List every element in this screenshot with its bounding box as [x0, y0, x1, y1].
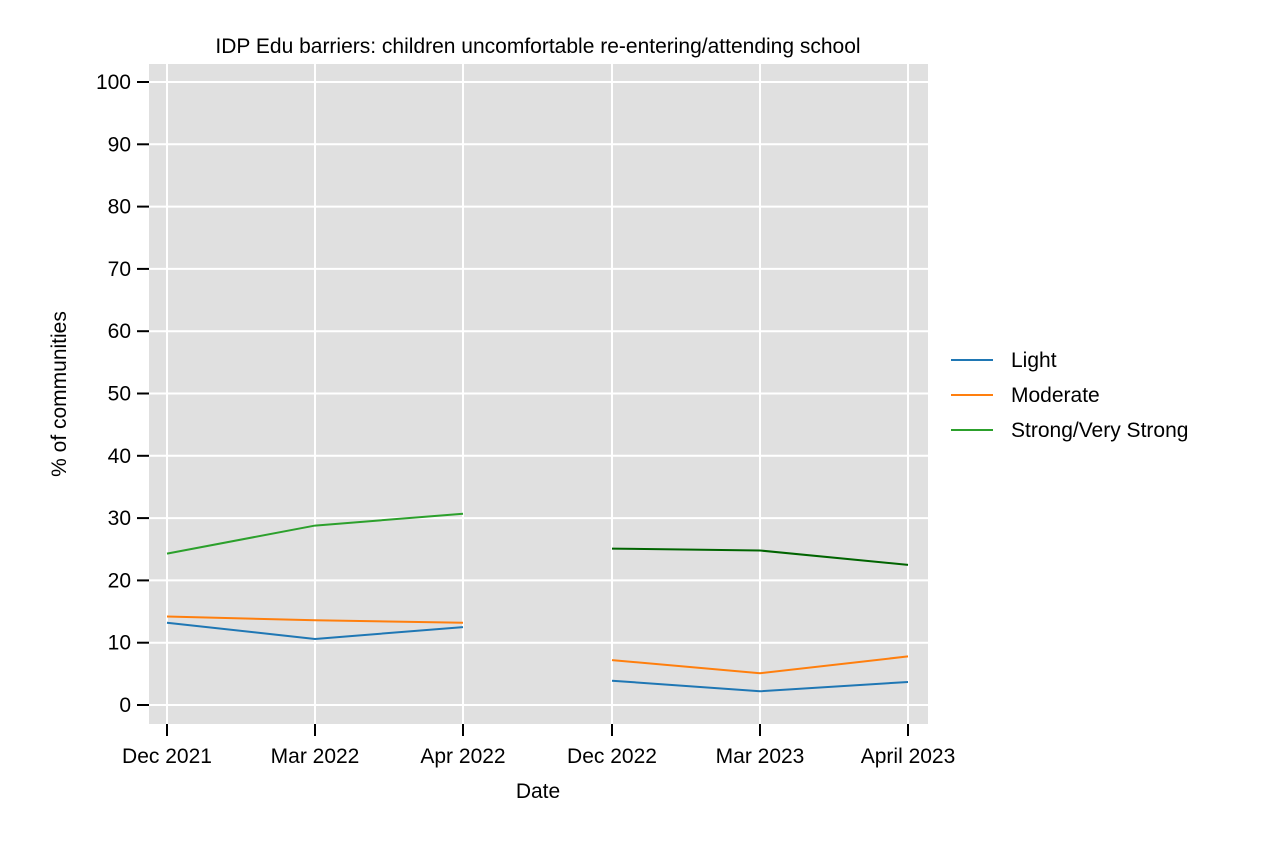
legend-label-2: Strong/Very Strong — [1011, 419, 1188, 442]
y-tick-label-20: 20 — [108, 569, 131, 592]
y-tick-label-0: 0 — [119, 694, 131, 717]
x-tick-label-0: Dec 2021 — [122, 745, 212, 768]
y-tick-label-100: 100 — [96, 71, 131, 94]
series-2-segment-0 — [166, 512, 464, 555]
y-tick-label-80: 80 — [108, 196, 131, 219]
x-tick-label-2: Apr 2022 — [420, 745, 505, 768]
grid-lines — [149, 64, 928, 724]
y-axis-label: % of communities — [48, 311, 71, 477]
y-tick-label-50: 50 — [108, 383, 131, 406]
y-axis: 0 10 20 30 40 50 60 70 80 90 100 — [96, 71, 149, 717]
y-tick-label-40: 40 — [108, 445, 131, 468]
x-tick-label-5: April 2023 — [861, 745, 956, 768]
series-lines — [166, 512, 909, 693]
series-1-segment-0 — [166, 615, 464, 624]
legend-label-1: Moderate — [1011, 384, 1100, 407]
series-1-segment-1 — [611, 655, 909, 675]
series-0-segment-0 — [166, 621, 464, 640]
series-2-segment-1 — [611, 547, 909, 566]
legend: Light Moderate Strong/Very Strong — [951, 349, 1188, 442]
x-tick-label-4: Mar 2023 — [716, 745, 805, 768]
series-0-segment-1 — [611, 679, 909, 693]
y-tick-label-10: 10 — [108, 632, 131, 655]
y-tick-label-60: 60 — [108, 320, 131, 343]
x-tick-label-3: Dec 2022 — [567, 745, 657, 768]
chart-title: IDP Edu barriers: children uncomfortable… — [215, 35, 860, 58]
x-axis-label: Date — [516, 780, 560, 803]
x-tick-label-1: Mar 2022 — [271, 745, 360, 768]
y-tick-label-90: 90 — [108, 133, 131, 156]
y-tick-label-70: 70 — [108, 258, 131, 281]
y-tick-label-30: 30 — [108, 507, 131, 530]
x-axis: Dec 2021 Mar 2022 Apr 2022 Dec 2022 Mar 2023… — [122, 724, 955, 768]
legend-label-0: Light — [1011, 349, 1057, 372]
